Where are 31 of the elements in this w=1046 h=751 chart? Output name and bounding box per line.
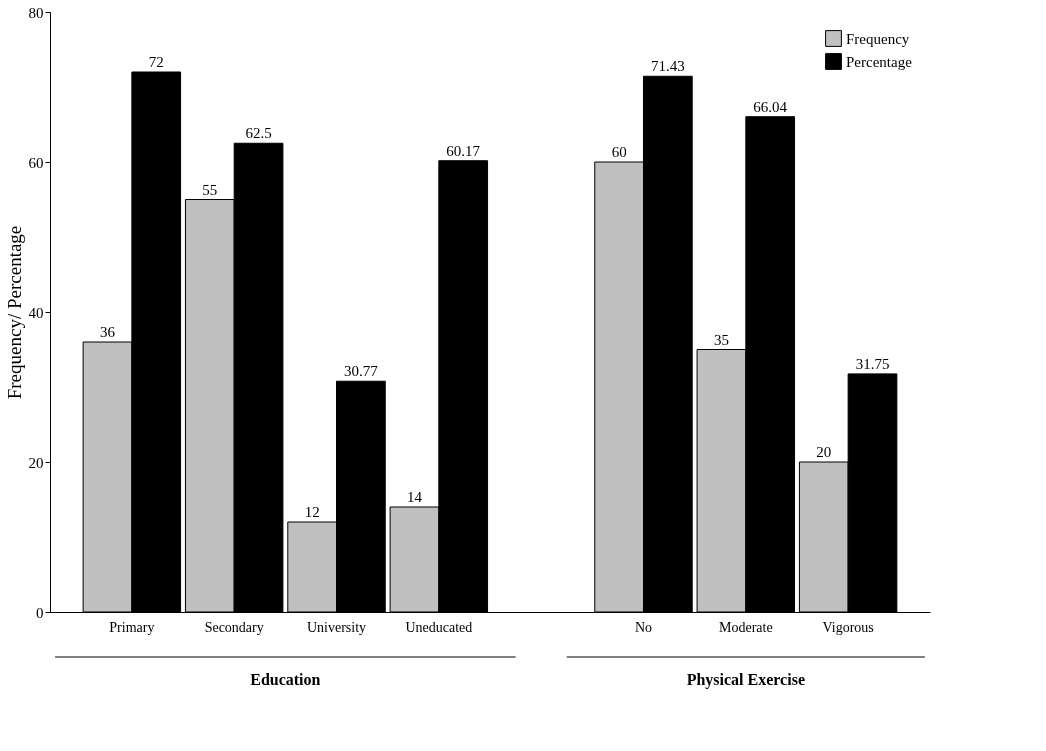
x-tick-label: Vigorous	[822, 619, 874, 635]
text: Physical Exercise	[686, 671, 805, 689]
data-label: 71.43	[650, 58, 685, 75]
data-label: 20	[816, 444, 832, 460]
x-tick-label: Primary	[109, 619, 155, 635]
y-tick-label: 60	[28, 154, 44, 171]
legend-label: Percentage	[846, 53, 913, 70]
x-tick-label: Uneducated	[405, 619, 473, 635]
data-label: 31.75	[855, 355, 890, 372]
data-label: 12	[304, 504, 320, 520]
data-label: 30.77	[344, 363, 379, 380]
data-label: 72	[148, 54, 164, 70]
data-label: 66.04	[753, 98, 788, 115]
x-tick-label: University	[306, 619, 367, 635]
text: Education	[250, 671, 321, 688]
data-label: 62.5	[245, 125, 272, 142]
legend-label: Frequency	[846, 30, 910, 47]
data-label: 35	[713, 331, 729, 348]
data-label: 14	[406, 489, 423, 505]
data-label: 60	[611, 144, 627, 160]
data-label: 36	[100, 324, 116, 340]
x-tick-label: Moderate	[718, 619, 773, 635]
y-tick-label: 0	[36, 604, 44, 621]
y-tick-label: 40	[28, 304, 44, 321]
x-tick-label: No	[634, 619, 653, 635]
y-tick-label: 80	[28, 4, 44, 21]
x-tick-label: Secondary	[204, 619, 264, 635]
y-axis-title: Frequency/ Percentage	[3, 225, 25, 400]
data-label: 60.17	[446, 142, 481, 159]
data-label: 55	[202, 181, 218, 198]
y-tick-label: 20	[28, 454, 44, 471]
